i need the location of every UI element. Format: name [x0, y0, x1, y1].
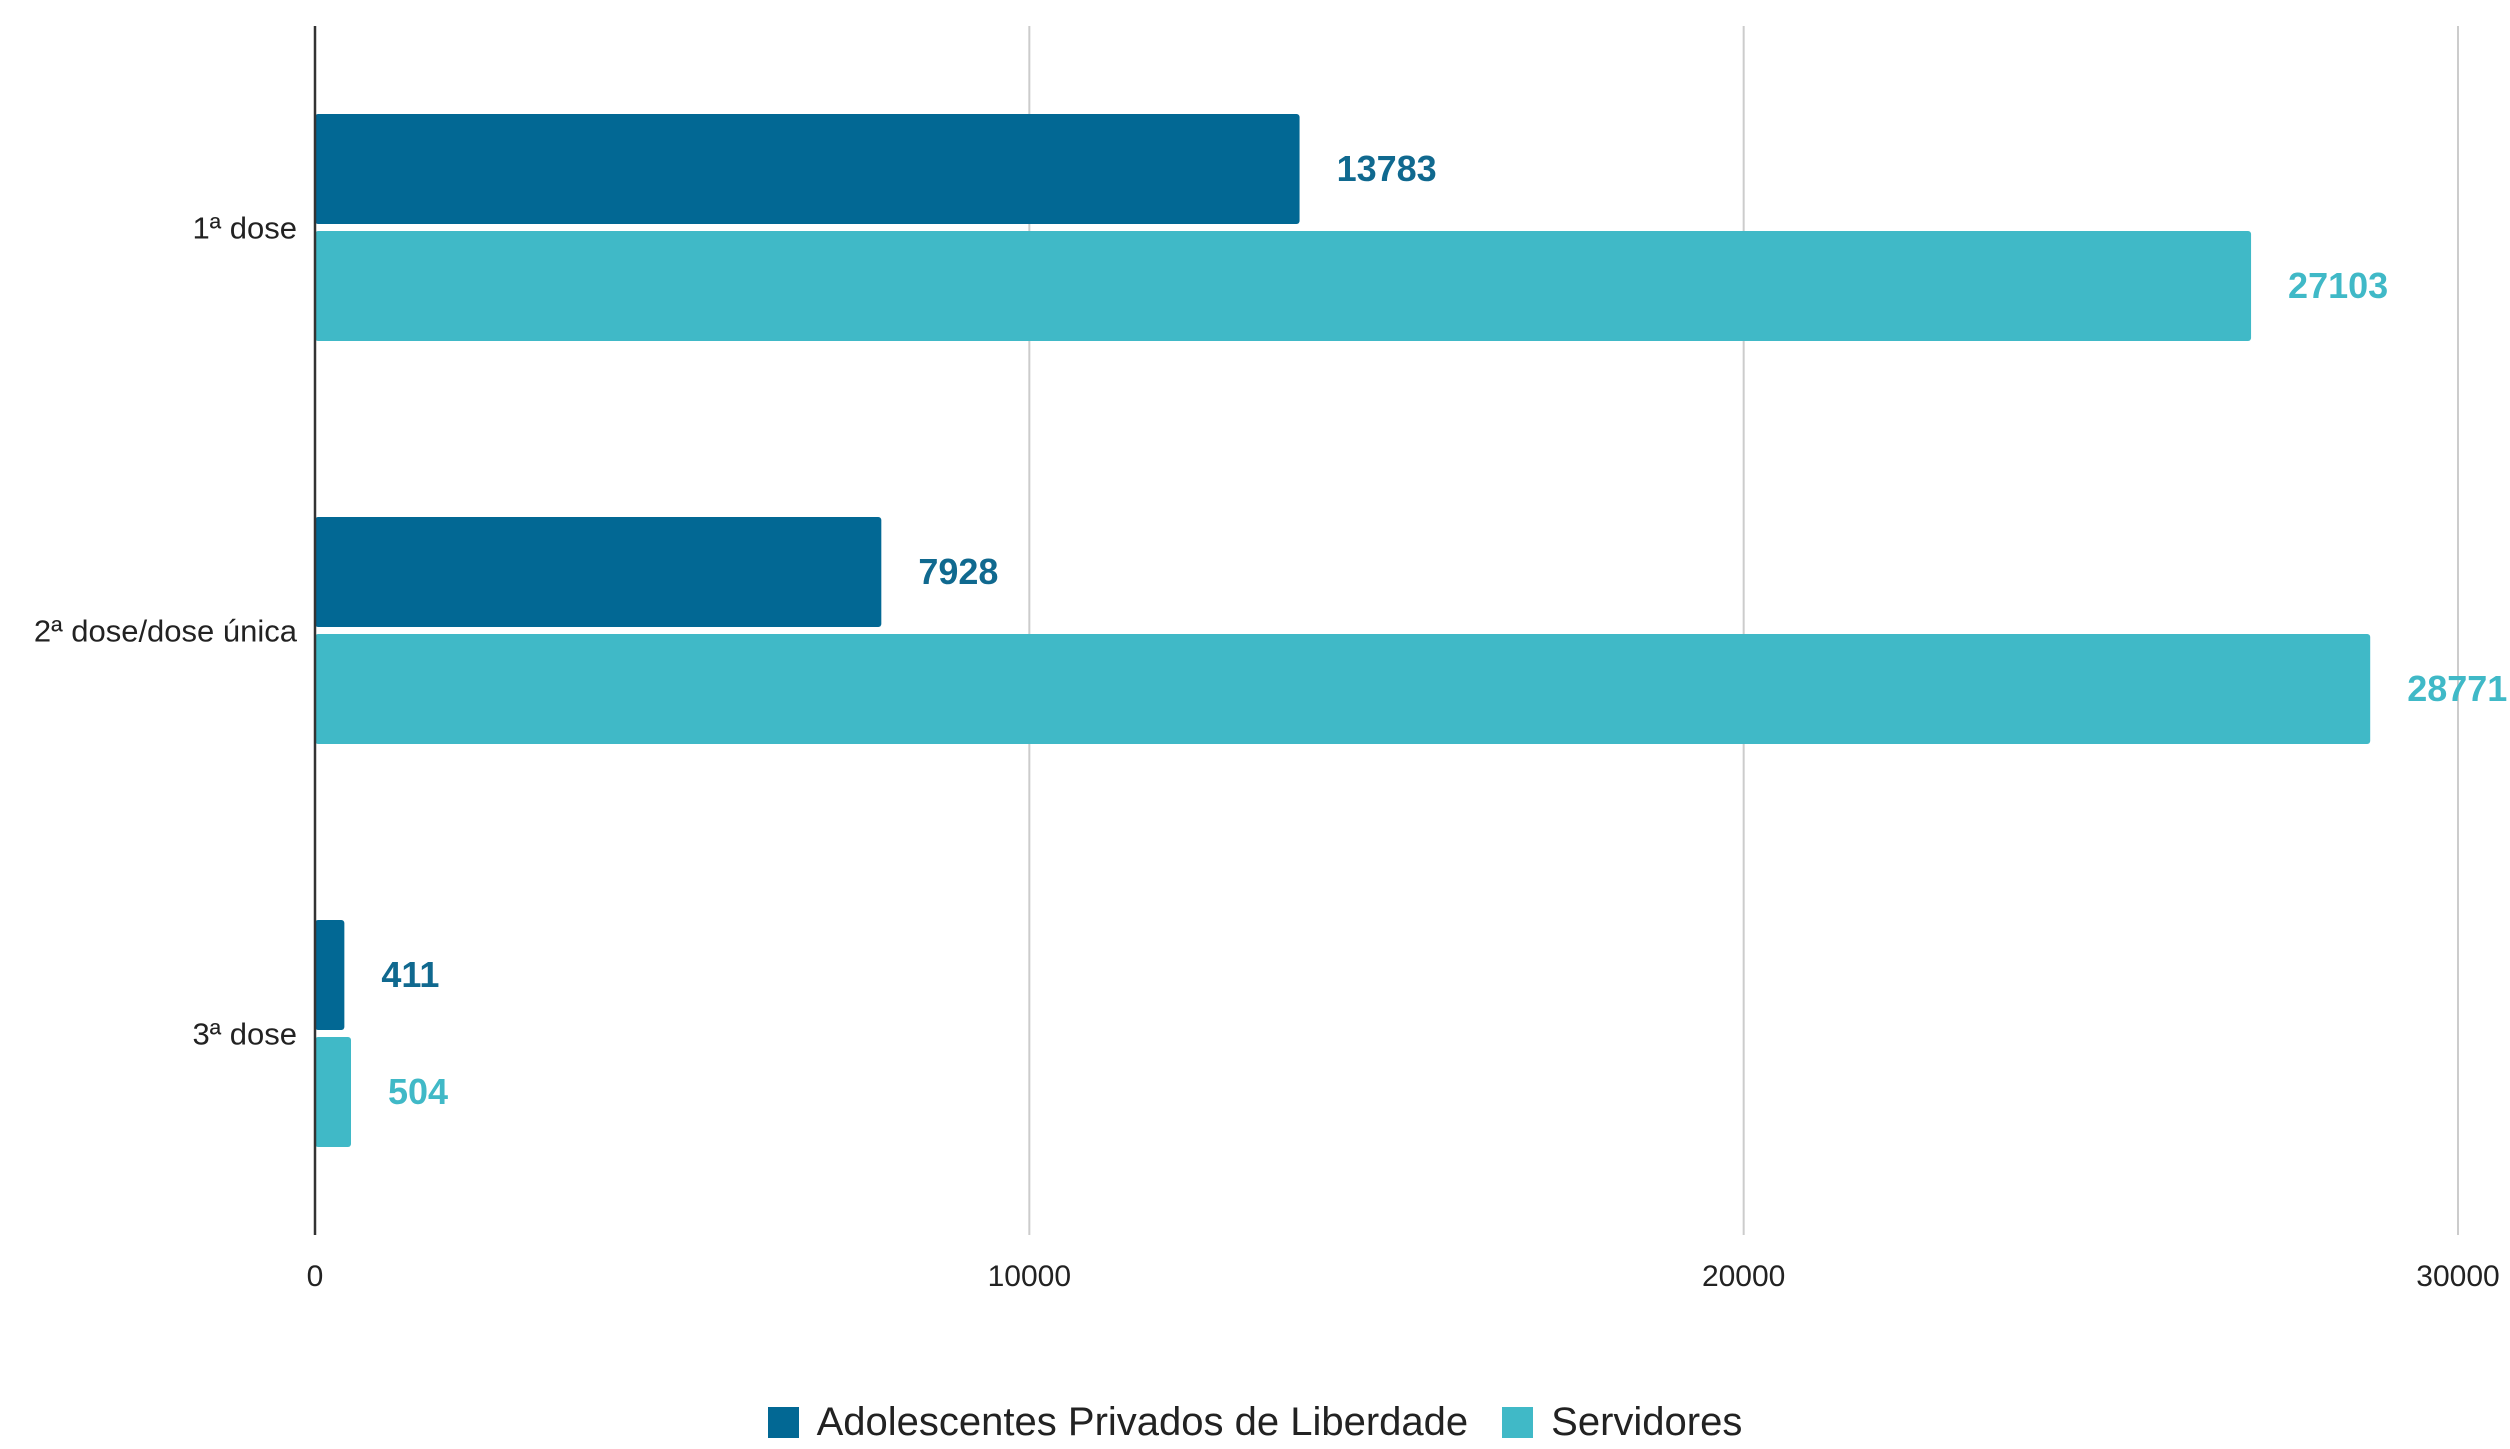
bar-servidores-2: [315, 1037, 352, 1147]
data-label-series-0-0: 13783: [1337, 148, 1437, 189]
bar-adolescentes-0: [315, 114, 1300, 224]
bar-adolescentes-2: [315, 920, 345, 1030]
category-label-2: 3ª dose: [192, 1017, 297, 1052]
legend-item-series-0: Adolescentes Privados de Liberdade: [767, 1399, 1469, 1445]
legend-label-series-1: Servidores: [1551, 1399, 1743, 1444]
chart-legend: Adolescentes Privados de Liberdade Servi…: [0, 1395, 2510, 1449]
bar-chart: 0 10000 20000 30000 13783 27103 1ª dose 7928 287…: [34, 26, 2507, 1293]
x-tick-label-0: 0: [307, 1260, 324, 1293]
data-label-series-1-0: 27103: [2288, 265, 2388, 306]
legend-label-series-0: Adolescentes Privados de Liberdade: [816, 1399, 1469, 1444]
legend-item-series-1: Servidores: [1502, 1400, 1742, 1445]
x-tick-label-30000: 30000: [2416, 1260, 2499, 1293]
legend-swatch-series-1: [1502, 1406, 1534, 1438]
data-label-series-1-2: 504: [388, 1071, 448, 1112]
bar-adolescentes-1: [315, 517, 882, 627]
x-tick-label-20000: 20000: [1702, 1260, 1785, 1293]
category-label-0: 1ª dose: [192, 211, 297, 246]
data-label-series-1-1: 28771: [2407, 668, 2507, 709]
legend-swatch-series-0: [767, 1406, 799, 1438]
data-label-series-0-1: 7928: [918, 551, 998, 592]
x-tick-label-10000: 10000: [988, 1260, 1071, 1293]
category-label-1: 2ª dose/dose única: [34, 614, 298, 649]
bar-servidores-1: [315, 634, 2371, 744]
bar-servidores-0: [315, 231, 2252, 341]
data-label-series-0-2: 411: [381, 954, 439, 995]
